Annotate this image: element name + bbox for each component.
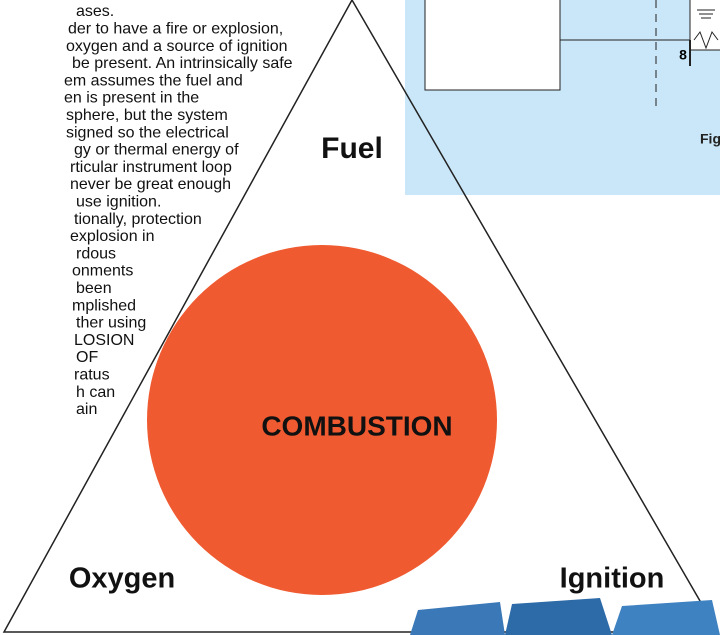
right-label: Ignition (560, 563, 665, 595)
text-line: sphere, but the system (66, 107, 228, 124)
text-line: ain (76, 401, 97, 418)
text-line: never be great enough (70, 176, 231, 193)
text-line: rticular instrument loop (70, 159, 232, 176)
text-line: rdous (76, 245, 116, 262)
text-line: use ignition. (76, 194, 161, 211)
center-label: COMBUSTION (261, 410, 452, 441)
text-line: ases. (76, 3, 114, 20)
page: 8 Fig. ases.der to have a fire or explos… (0, 0, 720, 635)
text-line: tionally, protection (74, 211, 202, 228)
text-line: been (76, 280, 112, 297)
left-label: Oxygen (69, 563, 175, 595)
text-line: en is present in the (64, 90, 199, 107)
text-line: der to have a fire or explosion, (68, 21, 283, 38)
text-line: mplished (72, 297, 136, 314)
text-line: onments (72, 263, 133, 280)
text-line: OF (76, 349, 98, 366)
blue-objects (410, 598, 720, 635)
text-line: oxygen and a source of ignition (66, 38, 287, 55)
text-line: em assumes the fuel and (64, 72, 243, 89)
text-line: h can (76, 384, 115, 401)
text-line: explosion in (70, 228, 155, 245)
text-line: be present. An intrinsically safe (72, 55, 293, 72)
blue-object (410, 602, 505, 635)
blue-object (612, 600, 720, 635)
figure-caption: Fig. (700, 131, 720, 147)
figure-box (425, 0, 560, 90)
text-line: ther using (76, 315, 146, 332)
figure-pin: 8 (679, 47, 687, 63)
figure-component (690, 0, 720, 50)
blue-object (505, 598, 612, 635)
apex-label: Fuel (321, 132, 383, 165)
text-line: LOSION (74, 332, 134, 349)
text-line: ratus (74, 367, 110, 384)
text-line: gy or thermal energy of (74, 142, 239, 159)
text-line: signed so the electrical (66, 124, 229, 141)
